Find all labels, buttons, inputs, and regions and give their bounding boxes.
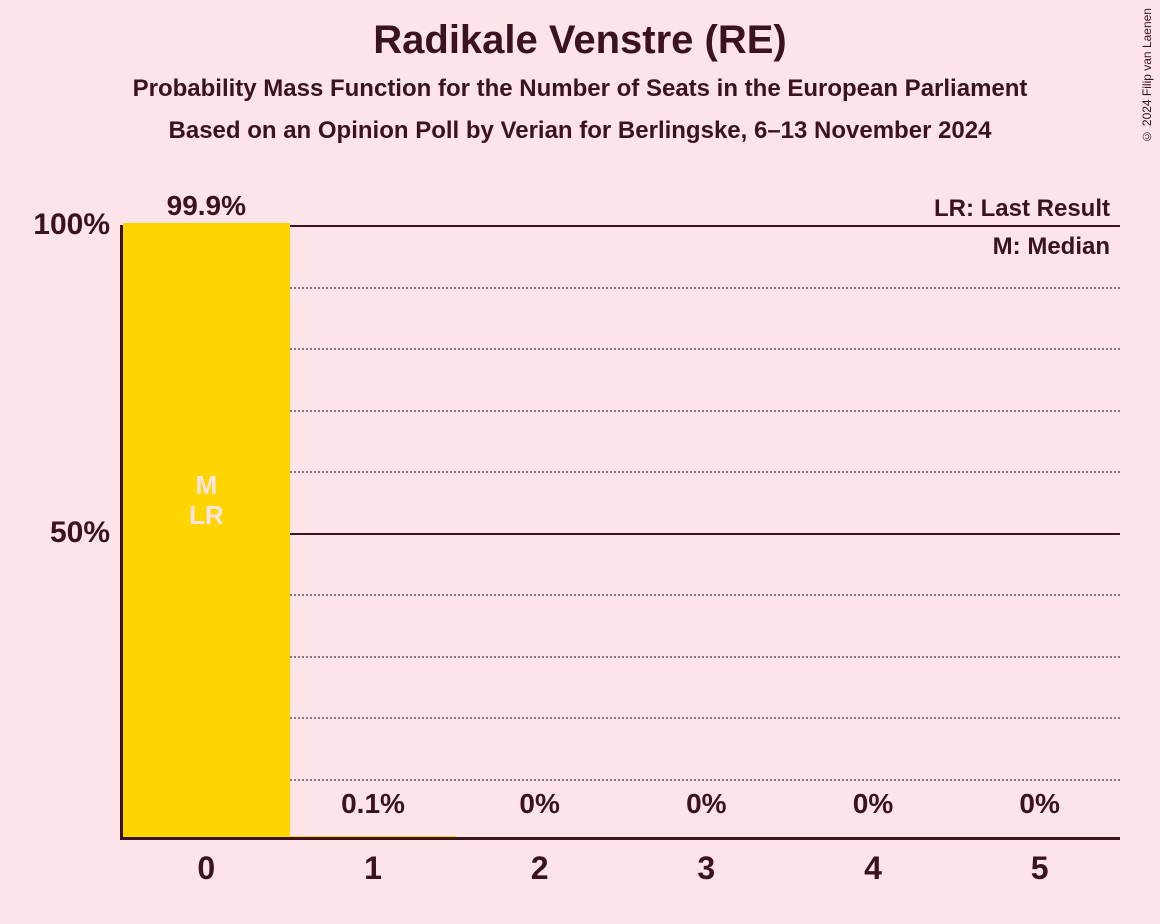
x-axis-label: 4: [864, 850, 882, 887]
x-axis-label: 1: [364, 850, 382, 887]
bar-value-label: 99.9%: [167, 190, 246, 222]
bar: [290, 836, 457, 837]
bar-value-label: 0%: [686, 788, 726, 820]
x-axis-label: 5: [1031, 850, 1049, 887]
copyright-text: © 2024 Filip van Laenen: [1140, 8, 1154, 143]
bar-value-label: 0.1%: [341, 788, 405, 820]
bar-value-label: 0%: [1019, 788, 1059, 820]
x-axis-label: 0: [197, 850, 215, 887]
legend-last-result: LR: Last Result: [934, 195, 1110, 223]
legend-median: M: Median: [993, 233, 1110, 261]
median-lr-marker: M LR: [189, 471, 224, 531]
y-axis-label: 100%: [33, 208, 110, 242]
chart-title: Radikale Venstre (RE): [0, 0, 1160, 63]
y-axis-label: 50%: [50, 516, 110, 550]
x-axis-label: 3: [697, 850, 715, 887]
bar-value-label: 0%: [519, 788, 559, 820]
plot-area: 50%100%99.9%00.1%10%20%30%40%5M LRLR: La…: [120, 225, 1120, 840]
x-axis-label: 2: [531, 850, 549, 887]
chart-subtitle-1: Probability Mass Function for the Number…: [0, 75, 1160, 103]
pmf-bar-chart: 50%100%99.9%00.1%10%20%30%40%5M LRLR: La…: [120, 225, 1120, 840]
chart-subtitle-2: Based on an Opinion Poll by Verian for B…: [0, 117, 1160, 145]
bar-value-label: 0%: [853, 788, 893, 820]
